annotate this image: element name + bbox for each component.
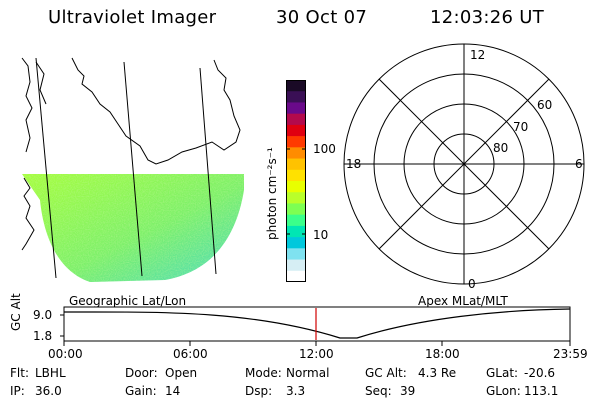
param-gain-key: Gain:	[125, 384, 157, 398]
param-flt-key: Flt:	[10, 366, 29, 380]
colorbar-band	[286, 147, 306, 160]
colorbar-tick-10: 10	[313, 228, 329, 242]
param-mode-value: Normal	[286, 366, 330, 380]
param-glat-value: -20.6	[524, 366, 556, 380]
colorbar-band	[286, 113, 306, 126]
param-gcalt-key: GC Alt:	[365, 366, 407, 380]
colorbar-band	[286, 248, 306, 261]
param-mode-key: Mode:	[245, 366, 282, 380]
param-seq-value: 39	[400, 384, 416, 398]
time-tick-1200: 12:00	[299, 347, 334, 361]
param-ip-value: 36.0	[35, 384, 62, 398]
param-dsp-value: 3.3	[286, 384, 306, 398]
colorbar-band	[286, 91, 306, 104]
colorbar-band	[286, 270, 306, 282]
altitude-axis-label: GC Alt	[9, 293, 23, 331]
colorbar-band	[286, 259, 306, 272]
time-tick-1800: 18:00	[425, 347, 460, 361]
mlat-label-70: 70	[513, 120, 529, 134]
mlt-label-0: 0	[468, 277, 476, 291]
observation-date: 30 Oct 07	[276, 7, 368, 28]
param-flt-value: LBHL	[35, 366, 66, 380]
param-door-value: Open	[165, 366, 198, 380]
mlat-label-60: 60	[537, 98, 553, 112]
colorbar-band	[286, 124, 306, 137]
param-door-key: Door:	[125, 366, 158, 380]
altitude-tick-high: 9.0	[33, 308, 53, 322]
colorbar-band	[286, 181, 306, 193]
instrument-title: Ultraviolet Imager	[48, 7, 217, 28]
altitude-tick-low: 1.8	[33, 329, 53, 343]
intensity-colorbar	[286, 80, 306, 282]
colorbar-band	[286, 169, 306, 182]
colorbar-band	[286, 203, 306, 216]
coastline-outline	[21, 57, 241, 251]
param-gcalt-value: 4.3 Re	[418, 366, 457, 380]
altitude-curve	[63, 308, 571, 339]
time-tick-0600: 06:00	[173, 347, 208, 361]
colorbar-tick-100: 100	[313, 142, 336, 156]
longitude-lines	[35, 57, 217, 279]
time-tick-0000: 00:00	[48, 347, 83, 361]
param-glon-value: 113.1	[524, 384, 559, 398]
colorbar-band	[286, 214, 306, 227]
colorbar-ticks	[286, 148, 306, 235]
param-ip-key: IP:	[10, 384, 25, 398]
colorbar-band	[286, 102, 306, 115]
mlt-label-18: 18	[346, 157, 362, 171]
mlat-label-80: 80	[493, 141, 509, 155]
mlt-label-6: 6	[575, 157, 583, 171]
param-glon-key: GLon:	[486, 384, 521, 398]
colorbar-band	[286, 80, 306, 92]
time-tick-2359: 23:59	[553, 347, 588, 361]
observation-time: 12:03:26 UT	[430, 7, 545, 28]
geographic-panel-label: Geographic Lat/Lon	[69, 294, 187, 308]
polar-panel-label: Apex MLat/MLT	[418, 294, 508, 308]
param-glat-key: GLat:	[486, 366, 519, 380]
colorbar-band	[286, 192, 306, 205]
colorbar-band	[286, 225, 306, 238]
colorbar-band	[286, 158, 306, 171]
colorbar-band	[286, 136, 306, 148]
param-seq-key: Seq:	[365, 384, 392, 398]
mlt-label-12: 12	[470, 48, 486, 62]
param-dsp-key: Dsp:	[245, 384, 273, 398]
colorbar-band	[286, 237, 306, 249]
param-gain-value: 14	[165, 384, 181, 398]
colorbar-frame	[286, 80, 306, 282]
